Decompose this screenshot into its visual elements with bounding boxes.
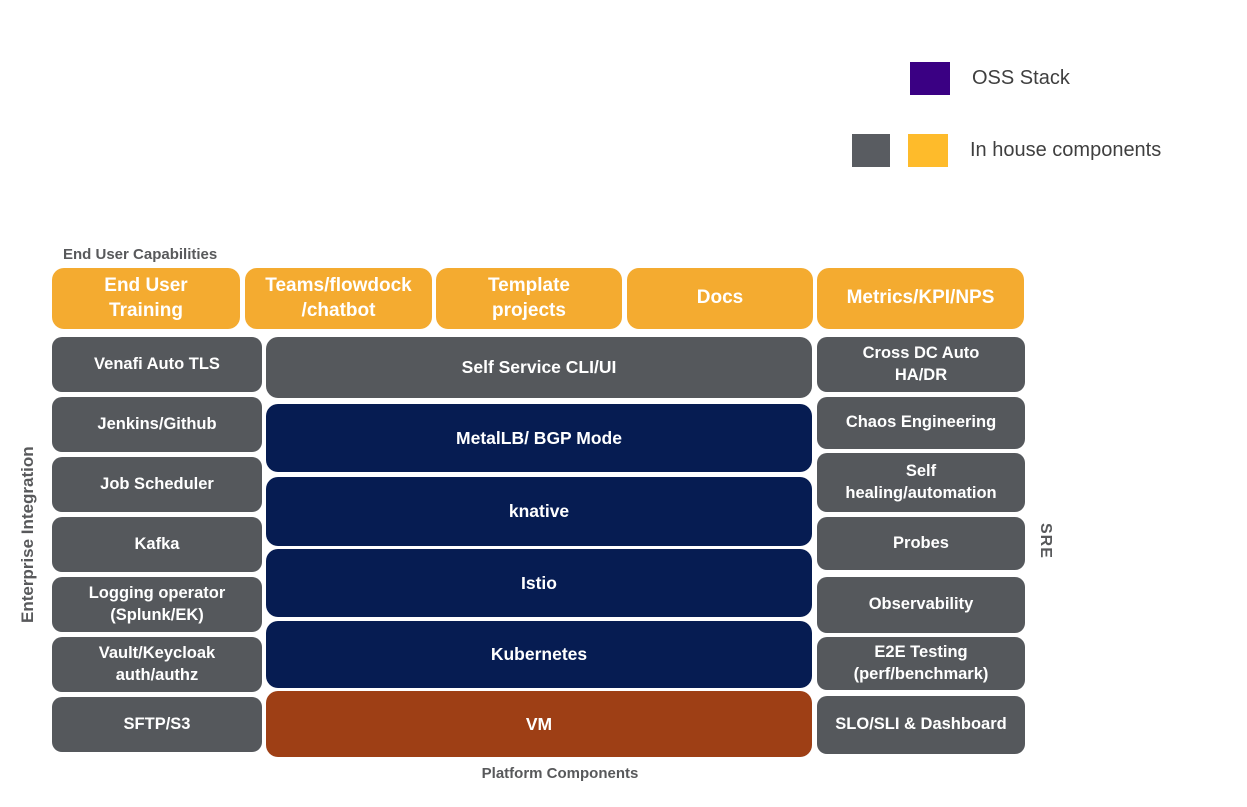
- box-self-healing-automation: Self healing/automation: [817, 453, 1025, 512]
- box-kafka: Kafka: [52, 517, 262, 572]
- box-vm: VM: [266, 691, 812, 757]
- box-teams-flowdock-chatbot: Teams/flowdock /chatbot: [245, 268, 432, 329]
- oss-stack-legend-label: OSS Stack: [972, 67, 1070, 89]
- box-template-projects: Template projects: [436, 268, 622, 329]
- oss-stack-swatch-icon: [910, 62, 950, 95]
- inhouse-orange-swatch-icon: [908, 134, 948, 167]
- box-probes: Probes: [817, 517, 1025, 570]
- box-logging-operator: Logging operator (Splunk/EK): [52, 577, 262, 632]
- box-observability: Observability: [817, 577, 1025, 633]
- box-docs: Docs: [627, 268, 813, 329]
- box-cross-dc-auto-ha-dr: Cross DC Auto HA/DR: [817, 337, 1025, 392]
- inhouse-legend-label: In house components: [970, 139, 1162, 161]
- enterprise-integration-label: Enterprise Integration: [18, 446, 37, 624]
- box-istio: Istio: [266, 549, 812, 617]
- box-jenkins-github: Jenkins/Github: [52, 397, 262, 452]
- end-user-capabilities-label: End User Capabilities: [63, 246, 218, 263]
- box-metrics-kpi-nps: Metrics/KPI/NPS: [817, 268, 1024, 329]
- box-job-scheduler: Job Scheduler: [52, 457, 262, 512]
- box-kubernetes: Kubernetes: [266, 621, 812, 688]
- box-sftp-s3: SFTP/S3: [52, 697, 262, 752]
- box-knative: knative: [266, 477, 812, 546]
- box-end-user-training: End User Training: [52, 268, 240, 329]
- platform-components-label: Platform Components: [481, 765, 639, 782]
- box-vault-keycloak: Vault/Keycloak auth/authz: [52, 637, 262, 692]
- inhouse-gray-swatch-icon: [852, 134, 890, 167]
- box-self-service-cli-ui: Self Service CLI/UI: [266, 337, 812, 398]
- box-chaos-engineering: Chaos Engineering: [817, 397, 1025, 449]
- box-e2e-testing: E2E Testing (perf/benchmark): [817, 637, 1025, 690]
- box-metallb-bgp-mode: MetalLB/ BGP Mode: [266, 404, 812, 472]
- sre-label: SRE: [1037, 523, 1054, 559]
- box-slo-sli-dashboard: SLO/SLI & Dashboard: [817, 696, 1025, 754]
- box-venafi-auto-tls: Venafi Auto TLS: [52, 337, 262, 392]
